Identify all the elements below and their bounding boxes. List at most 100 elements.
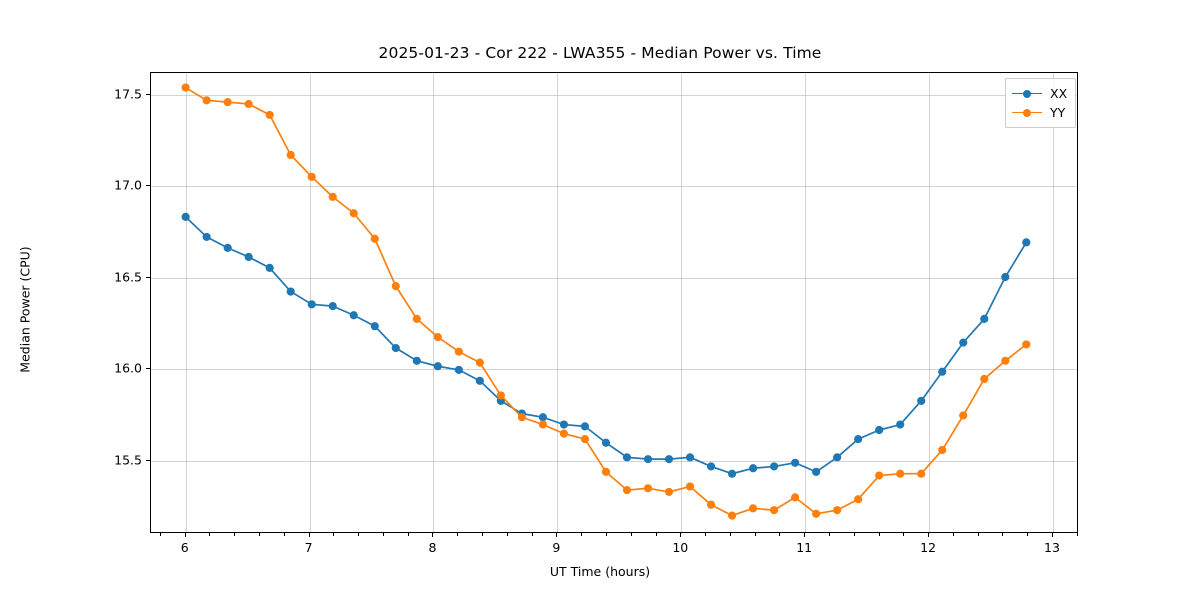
x-tick-mark-minor	[779, 533, 781, 536]
legend: XX YY	[1005, 78, 1077, 128]
x-tick-label: 9	[552, 540, 561, 555]
x-tick-label: 8	[428, 540, 437, 555]
data-point	[265, 263, 274, 272]
data-point	[601, 438, 611, 447]
x-tick-mark-minor	[407, 533, 409, 536]
x-tick-mark-minor	[358, 533, 360, 536]
data-point	[475, 376, 484, 385]
data-point	[580, 435, 590, 444]
series-xx	[181, 212, 1031, 478]
data-point	[664, 487, 674, 497]
x-tick-mark-minor	[952, 533, 954, 536]
y-tick-label: 16.5	[114, 269, 142, 285]
y-axis-label: Median Power (CPU)	[17, 246, 33, 373]
x-tick-mark-minor	[159, 533, 161, 536]
data-point	[517, 413, 526, 422]
data-point	[223, 98, 232, 107]
gridline-vertical	[433, 73, 435, 532]
data-point	[181, 212, 190, 221]
data-point	[748, 464, 758, 473]
data-point	[875, 471, 884, 480]
gridline-horizontal	[151, 186, 1077, 188]
data-point	[244, 99, 253, 109]
data-point	[412, 314, 421, 323]
data-point	[643, 455, 653, 464]
data-point	[727, 511, 737, 520]
data-point	[244, 252, 253, 262]
x-tick-mark-minor	[382, 533, 384, 536]
data-point	[980, 374, 989, 384]
data-point	[917, 396, 926, 405]
x-tick-mark-minor	[1002, 533, 1004, 536]
data-point	[959, 338, 968, 347]
series-line	[184, 216, 1028, 475]
x-tick-mark-minor	[209, 533, 211, 536]
x-tick-mark-minor	[605, 533, 607, 536]
data-point	[202, 96, 211, 105]
gridline-horizontal	[151, 460, 1077, 462]
x-tick-mark-minor	[283, 533, 285, 536]
x-tick-label: 7	[304, 540, 313, 555]
data-point	[1001, 356, 1010, 365]
data-point	[475, 358, 484, 367]
legend-marker-xx	[1012, 87, 1042, 101]
x-tick-label: 12	[920, 540, 937, 555]
data-point	[601, 467, 611, 476]
data-point	[896, 420, 905, 429]
y-tick-mark	[146, 93, 150, 95]
series-yy	[181, 83, 1031, 520]
data-point	[1001, 272, 1010, 282]
data-point	[433, 333, 442, 342]
data-point	[328, 302, 337, 311]
x-tick-mark	[556, 533, 558, 537]
x-tick-mark-minor	[234, 533, 236, 536]
data-point	[875, 425, 884, 435]
data-point	[643, 484, 653, 493]
data-point	[748, 504, 758, 513]
x-tick-mark-minor	[506, 533, 508, 536]
data-point	[770, 506, 779, 515]
x-tick-mark	[184, 533, 186, 537]
x-tick-mark-minor	[581, 533, 583, 536]
x-tick-label: 11	[796, 540, 813, 555]
data-point	[307, 172, 316, 181]
data-point	[223, 243, 232, 252]
x-tick-mark	[928, 533, 930, 537]
data-point	[559, 420, 569, 429]
data-point	[854, 495, 863, 504]
legend-item-xx[interactable]: XX	[1012, 84, 1067, 103]
x-tick-mark-minor	[259, 533, 261, 536]
data-point	[580, 422, 590, 431]
data-point	[496, 391, 505, 400]
x-tick-label: 13	[1044, 540, 1060, 555]
data-point	[622, 453, 632, 462]
x-tick-mark-minor	[457, 533, 459, 536]
data-point	[685, 482, 695, 491]
data-point	[770, 462, 779, 471]
data-point	[812, 467, 821, 476]
data-point	[433, 362, 442, 371]
x-tick-mark	[432, 533, 434, 537]
legend-item-yy[interactable]: YY	[1012, 103, 1067, 122]
data-point	[265, 110, 274, 119]
legend-label-yy: YY	[1050, 105, 1066, 120]
x-tick-mark-minor	[531, 533, 533, 536]
x-tick-mark-minor	[853, 533, 855, 536]
y-tick-label: 17.5	[114, 86, 142, 102]
data-point	[370, 322, 379, 331]
x-tick-mark	[680, 533, 682, 537]
gridline-horizontal	[151, 277, 1077, 279]
data-point	[286, 150, 295, 160]
x-tick-mark	[804, 533, 806, 537]
data-point	[181, 83, 190, 92]
data-point	[349, 311, 358, 320]
x-tick-mark-minor	[828, 533, 830, 536]
x-tick-mark-minor	[655, 533, 657, 536]
x-tick-mark-minor	[333, 533, 335, 536]
data-point	[938, 367, 947, 376]
data-point	[706, 462, 716, 471]
gridline-vertical	[805, 73, 807, 532]
data-point	[412, 356, 421, 365]
gridline-horizontal	[151, 94, 1077, 96]
